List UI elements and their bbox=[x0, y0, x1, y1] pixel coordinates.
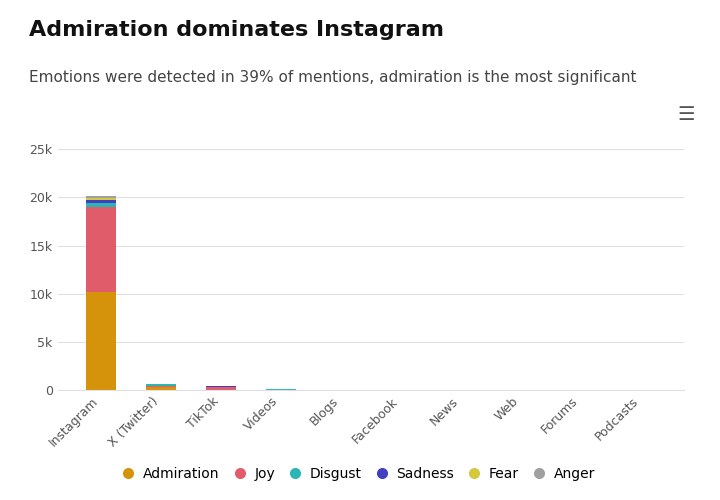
Legend: Admiration, Joy, Disgust, Sadness, Fear, Anger: Admiration, Joy, Disgust, Sadness, Fear,… bbox=[118, 460, 602, 488]
Bar bbox=[86, 198, 116, 200]
Text: Admiration dominates Instagram: Admiration dominates Instagram bbox=[29, 20, 444, 40]
Bar bbox=[86, 207, 116, 292]
Bar bbox=[146, 384, 176, 386]
Bar bbox=[206, 387, 236, 390]
Bar bbox=[86, 292, 116, 390]
Bar bbox=[146, 386, 176, 390]
Bar bbox=[86, 203, 116, 207]
Text: ☰: ☰ bbox=[678, 105, 695, 124]
Bar bbox=[86, 196, 116, 198]
Text: Emotions were detected in 39% of mentions, admiration is the most significant: Emotions were detected in 39% of mention… bbox=[29, 70, 636, 85]
Bar bbox=[86, 200, 116, 203]
